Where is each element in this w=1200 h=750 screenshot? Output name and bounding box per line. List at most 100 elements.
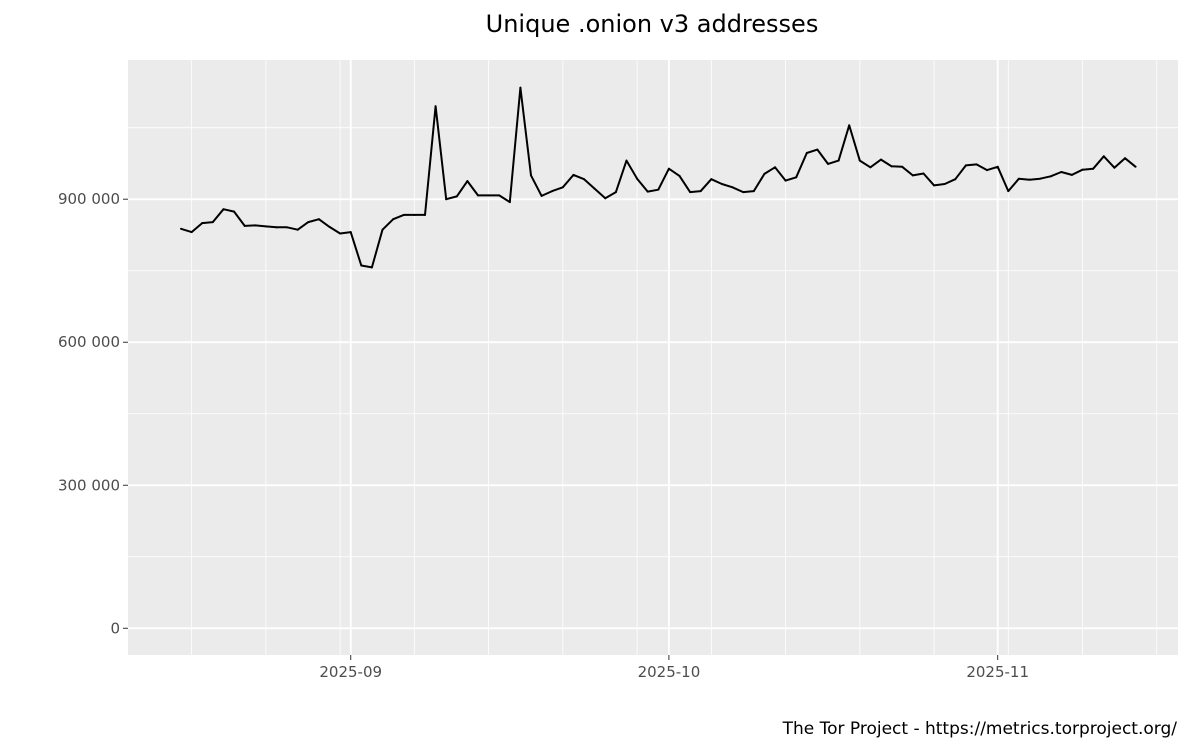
- data-point: [286, 226, 289, 229]
- data-point: [370, 266, 373, 269]
- data-point: [487, 194, 490, 197]
- data-point: [211, 221, 214, 224]
- y-tick-label: 600 000: [58, 333, 120, 351]
- data-point: [763, 172, 766, 175]
- data-point: [858, 159, 861, 162]
- data-point: [307, 221, 310, 224]
- data-point: [1081, 168, 1084, 171]
- data-point: [423, 213, 426, 216]
- data-point: [805, 151, 808, 154]
- y-tick-label: 300 000: [58, 476, 120, 494]
- x-tick-label: 2025-11: [966, 663, 1029, 681]
- data-point: [593, 187, 596, 190]
- x-tick-label: 2025-09: [319, 663, 382, 681]
- data-point: [604, 197, 607, 200]
- data-point: [551, 190, 554, 193]
- data-point: [964, 164, 967, 167]
- data-points: [180, 86, 1137, 269]
- data-point: [540, 194, 543, 197]
- data-point: [880, 158, 883, 161]
- y-tick-label: 0: [110, 619, 120, 637]
- data-point: [233, 210, 236, 213]
- data-point: [699, 190, 702, 193]
- data-point: [222, 208, 225, 211]
- major-gridlines: [128, 60, 1178, 655]
- y-axis: 0 300 000 600 000 900 000: [58, 190, 128, 637]
- data-point: [784, 179, 787, 182]
- data-point: [646, 190, 649, 193]
- data-point: [296, 228, 299, 231]
- data-point: [413, 213, 416, 216]
- data-point: [752, 190, 755, 193]
- data-point: [1028, 178, 1031, 181]
- data-point: [678, 174, 681, 177]
- data-point: [890, 165, 893, 168]
- minor-gridlines: [128, 60, 1178, 655]
- data-point: [1102, 155, 1105, 158]
- x-tick-label: 2025-10: [638, 663, 701, 681]
- data-point: [498, 194, 501, 197]
- data-point: [180, 227, 183, 230]
- data-point: [901, 165, 904, 168]
- data-point: [349, 231, 352, 234]
- data-point: [264, 225, 267, 228]
- data-point: [243, 224, 246, 227]
- data-point: [816, 148, 819, 151]
- data-point: [996, 165, 999, 168]
- data-point: [402, 213, 405, 216]
- data-point: [455, 195, 458, 198]
- data-point: [530, 174, 533, 177]
- data-point: [1007, 190, 1010, 193]
- data-point: [583, 178, 586, 181]
- data-point: [339, 232, 342, 235]
- data-point: [190, 231, 193, 234]
- data-point: [572, 173, 575, 176]
- data-point: [943, 182, 946, 185]
- data-point: [392, 218, 395, 221]
- data-point: [742, 191, 745, 194]
- data-point: [1039, 177, 1042, 180]
- data-point: [328, 225, 331, 228]
- y-tick-label: 900 000: [58, 190, 120, 208]
- data-point: [1113, 166, 1116, 169]
- data-point: [657, 188, 660, 191]
- data-point: [922, 172, 925, 175]
- data-point: [911, 174, 914, 177]
- data-point: [201, 222, 204, 225]
- data-point: [986, 169, 989, 172]
- data-point: [477, 194, 479, 197]
- data-point: [254, 224, 257, 227]
- data-point: [975, 163, 978, 166]
- data-point: [508, 201, 511, 204]
- data-point: [434, 105, 437, 108]
- data-point: [381, 228, 384, 231]
- data-point: [1123, 157, 1126, 160]
- data-point: [466, 180, 469, 183]
- data-point: [848, 124, 851, 127]
- data-point: [519, 86, 522, 89]
- data-point: [1049, 175, 1052, 178]
- data-point: [360, 264, 363, 267]
- data-point: [837, 159, 840, 162]
- data-point: [954, 178, 957, 181]
- data-point: [710, 178, 713, 181]
- data-point: [1060, 171, 1063, 174]
- data-point: [869, 166, 872, 169]
- data-point: [275, 226, 278, 229]
- data-point: [317, 218, 320, 221]
- chart-caption: The Tor Project - https://metrics.torpro…: [782, 719, 1178, 739]
- data-point: [720, 182, 723, 185]
- data-point: [445, 198, 448, 201]
- data-point: [773, 166, 776, 169]
- data-point: [667, 167, 670, 170]
- plot-panel: [128, 60, 1178, 655]
- data-point: [625, 159, 628, 162]
- data-point: [1070, 173, 1073, 176]
- data-point: [731, 186, 734, 189]
- data-point: [1134, 165, 1137, 168]
- data-point: [1092, 167, 1095, 170]
- chart-title: Unique .onion v3 addresses: [486, 10, 819, 38]
- data-point: [827, 162, 829, 165]
- data-point: [1017, 177, 1020, 180]
